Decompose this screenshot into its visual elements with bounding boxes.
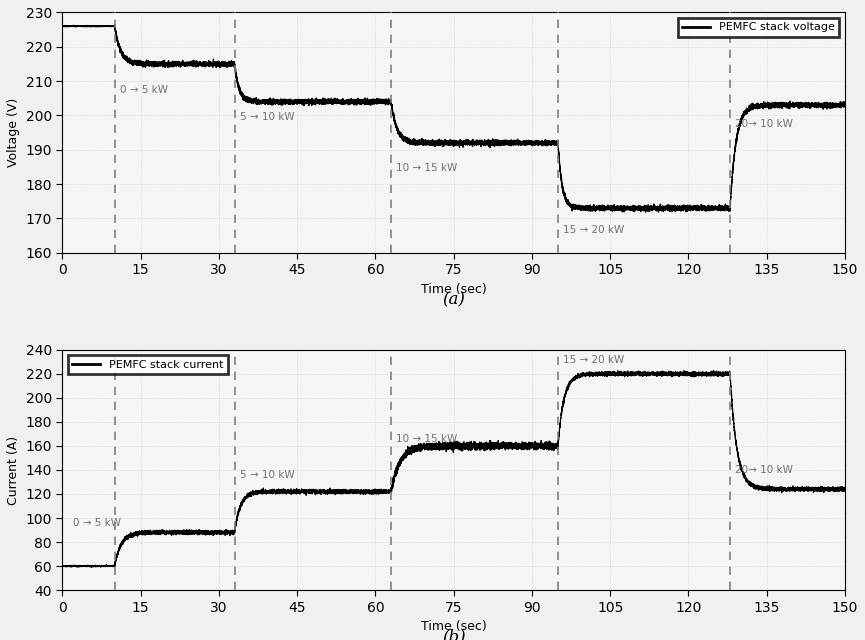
X-axis label: Time (sec): Time (sec) bbox=[420, 283, 486, 296]
Y-axis label: Voltage (V): Voltage (V) bbox=[7, 98, 20, 167]
Text: 0 → 5 kW: 0 → 5 kW bbox=[119, 84, 168, 95]
Text: 10 → 15 kW: 10 → 15 kW bbox=[396, 163, 458, 173]
Legend: PEMFC stack voltage: PEMFC stack voltage bbox=[678, 18, 839, 37]
Text: 0 → 5 kW: 0 → 5 kW bbox=[73, 518, 121, 528]
X-axis label: Time (sec): Time (sec) bbox=[420, 620, 486, 633]
Text: 20→ 10 kW: 20→ 10 kW bbox=[735, 119, 793, 129]
Y-axis label: Current (A): Current (A) bbox=[7, 435, 20, 504]
Text: 20→ 10 kW: 20→ 10 kW bbox=[735, 465, 793, 475]
Legend: PEMFC stack current: PEMFC stack current bbox=[68, 355, 228, 374]
Text: (b): (b) bbox=[442, 628, 465, 640]
Text: 15 → 20 kW: 15 → 20 kW bbox=[563, 355, 625, 365]
Text: 10 → 15 kW: 10 → 15 kW bbox=[396, 434, 458, 444]
Text: 15 → 20 kW: 15 → 20 kW bbox=[563, 225, 625, 236]
Text: 5 → 10 kW: 5 → 10 kW bbox=[240, 470, 294, 480]
Text: (a): (a) bbox=[442, 291, 465, 308]
Text: 5 → 10 kW: 5 → 10 kW bbox=[240, 112, 294, 122]
